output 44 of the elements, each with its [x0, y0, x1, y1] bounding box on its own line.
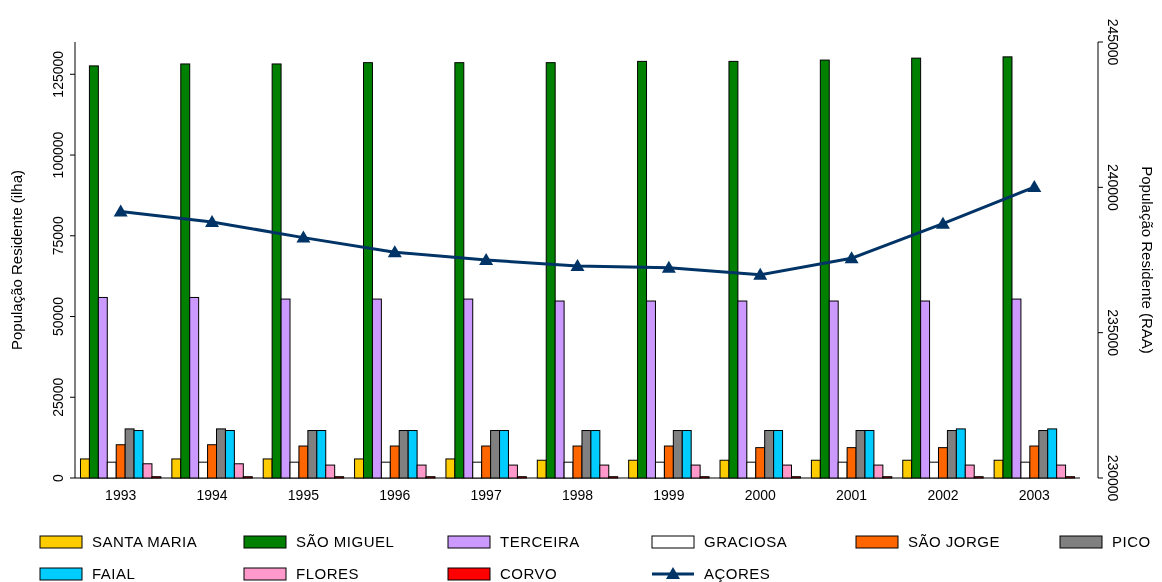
legend-label: SÃO MIGUEL	[296, 533, 395, 550]
y-tick-label: 0	[50, 473, 66, 482]
x-tick-label: 2003	[1018, 487, 1051, 503]
point	[1027, 180, 1042, 193]
y-tick-label: 25000	[50, 377, 66, 417]
y-axis-title: População Residente (ilha)	[8, 169, 25, 351]
x-tick-label: 1996	[379, 487, 411, 503]
point	[113, 204, 128, 217]
legend-label: SANTA MARIA	[92, 533, 198, 550]
point	[753, 267, 768, 280]
x-tick-label: 1994	[196, 487, 228, 503]
y2-axis-title: População Residente (RAA)	[1139, 166, 1156, 354]
legend-label: AÇORES	[704, 565, 771, 582]
x-tick-label: 2001	[836, 487, 868, 503]
y2-tick-label: 235000	[1105, 309, 1121, 357]
y-tick-label: 125000	[50, 50, 66, 98]
point	[479, 253, 494, 265]
point	[205, 214, 220, 227]
x-tick-label: 1999	[653, 487, 685, 503]
y2-tick-label: 245000	[1105, 18, 1121, 66]
point	[935, 216, 950, 229]
y-tick-label: 100000	[50, 131, 66, 179]
x-tick-label: 2000	[744, 487, 777, 503]
legend-label: FAIAL	[92, 565, 136, 582]
legend-label: CORVO	[500, 565, 558, 582]
point	[570, 259, 585, 272]
x-tick-label: 1993	[105, 487, 137, 503]
legend-label: SÃO JORGE	[908, 533, 1001, 550]
point	[387, 245, 402, 258]
legend-label: TERCEIRA	[500, 533, 580, 550]
legend-label: PICO	[1112, 533, 1151, 550]
y2-tick-label: 230000	[1105, 454, 1121, 502]
x-tick-label: 1997	[470, 487, 502, 503]
y-tick-label: 75000	[50, 216, 66, 256]
x-tick-label: 1998	[561, 487, 594, 503]
legend-label: FLORES	[296, 565, 360, 582]
y-tick-label: 50000	[50, 296, 66, 336]
legend-label: GRACIOSA	[704, 533, 788, 550]
x-tick-label: 1995	[287, 487, 320, 503]
point	[844, 251, 859, 264]
y2-tick-label: 240000	[1105, 163, 1121, 211]
x-tick-label: 2002	[927, 487, 959, 503]
point	[296, 230, 311, 243]
point	[661, 260, 676, 273]
